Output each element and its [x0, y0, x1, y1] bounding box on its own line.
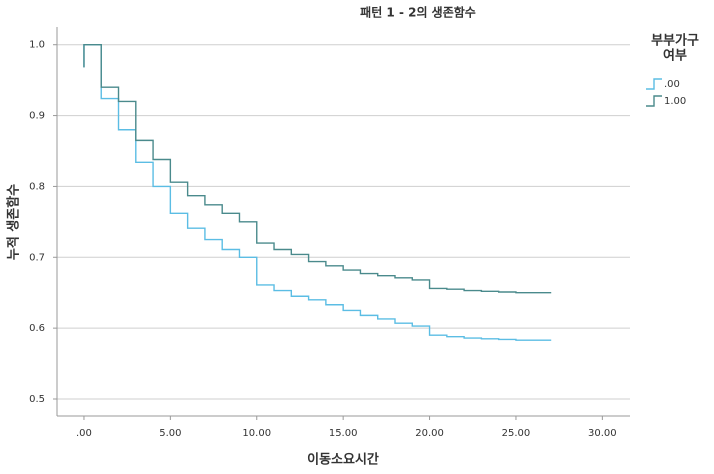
- survival-line: [83, 44, 552, 294]
- x-tick-label: 10.00: [242, 428, 271, 439]
- y-tick-label: 0.7: [29, 252, 45, 263]
- y-tick-label: 0.6: [29, 323, 45, 334]
- y-tick-label: 0.8: [29, 181, 45, 192]
- chart-title: 패턴 1 - 2의 생존함수: [360, 5, 476, 20]
- x-tick-label: 30.00: [588, 428, 617, 439]
- legend-swatch: [646, 78, 662, 90]
- legend-swatch: [646, 95, 662, 107]
- x-tick-label: 20.00: [415, 428, 444, 439]
- x-tick-label: 25.00: [502, 428, 531, 439]
- y-tick-label: 0.9: [29, 111, 45, 122]
- x-tick-label: .00: [76, 428, 92, 439]
- y-tick-label: 1.0: [29, 40, 45, 51]
- x-tick-label: 5.00: [159, 428, 181, 439]
- survival-line: [83, 44, 552, 341]
- x-axis-label: 이동소요시간: [307, 452, 379, 468]
- legend-label: 1.00: [664, 96, 686, 107]
- y-axis-label: 누적 생존함수: [6, 184, 22, 260]
- legend-title: 여부: [663, 48, 687, 64]
- legend-title: 부부가구: [651, 34, 699, 49]
- y-tick-label: 0.5: [29, 394, 45, 405]
- x-tick-label: 15.00: [329, 428, 358, 439]
- legend-label: .00: [664, 79, 680, 90]
